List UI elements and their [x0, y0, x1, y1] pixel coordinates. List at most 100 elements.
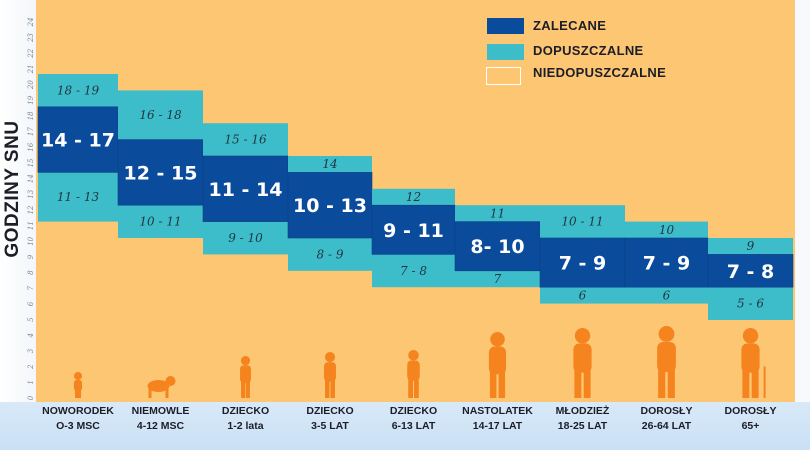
y-tick-label: 11: [27, 221, 35, 230]
recommended-bar: [539, 237, 626, 288]
walking-cane: [763, 366, 766, 398]
category-age: 3-5 LAT: [311, 420, 349, 432]
upper-range-label: 12: [406, 190, 421, 204]
y-tick-label: 6: [27, 301, 35, 306]
category-label: NIEMOWLE 4-12 MSC: [122, 404, 200, 434]
legend-swatch-acceptable: [487, 44, 524, 60]
person-silhouette-icon: [74, 372, 82, 398]
recommended-range-label: 8- 10: [470, 236, 524, 258]
recommended-range-label: 7 - 9: [643, 253, 691, 275]
recommended-bar: [117, 139, 204, 206]
category-label: MŁODZIEŻ 18-25 LAT: [544, 404, 622, 434]
right-margin: [795, 0, 810, 402]
y-tick-label: 5: [27, 317, 35, 322]
y-tick-label: 20: [27, 80, 35, 90]
category-label: NOWORODEK O-3 MSC: [39, 404, 117, 434]
person-silhouette-icon: [407, 350, 420, 398]
y-tick-label: 19: [27, 95, 35, 104]
y-tick-label: 1: [27, 380, 35, 384]
category-label: NASTOLATEK 14-17 LAT: [459, 404, 537, 434]
person-silhouette-icon: [488, 332, 507, 398]
recommended-bar: [371, 204, 456, 255]
acceptable-upper-bar: [455, 205, 540, 222]
y-tick-label: 23: [27, 33, 35, 43]
category-label: DZIECKO 1-2 lata: [207, 404, 285, 434]
y-tick-label: 21: [27, 64, 35, 74]
acceptable-upper-bar: [38, 74, 118, 107]
figure-leg: [667, 362, 675, 398]
category-age: 18-25 LAT: [557, 420, 608, 432]
person-silhouette-icon: [657, 326, 676, 398]
category-name: MŁODZIEŻ: [555, 405, 610, 417]
recommended-range-label: 10 - 13: [293, 195, 367, 217]
y-tick-label: 14: [27, 174, 35, 183]
legend-label-not-acceptable: NIEDOPUSZCZALNE: [533, 65, 667, 80]
lower-range-label: 11 - 13: [57, 190, 100, 204]
acceptable-upper-bar: [118, 90, 203, 140]
person-silhouette-icon: [240, 356, 251, 398]
figure-leg: [574, 363, 582, 398]
y-tick-label: 2: [27, 364, 35, 370]
category-label: DZIECKO 6-13 LAT: [375, 404, 453, 434]
y-tick-label: 16: [27, 142, 35, 151]
recommended-range-label: 7 - 9: [559, 253, 607, 275]
y-tick-label: 24: [27, 17, 35, 27]
upper-range-label: 16 - 18: [139, 108, 182, 122]
category-label: DZIECKO 3-5 LAT: [291, 404, 369, 434]
category-age: 26-64 LAT: [641, 420, 692, 432]
figure-leg: [751, 363, 759, 398]
y-tick-label: 9: [27, 254, 35, 259]
acceptable-lower-bar: [372, 254, 455, 288]
legend-swatch-not-acceptable: [486, 67, 521, 85]
upper-range-label: 10 - 11: [561, 215, 603, 229]
person-silhouette-icon: [324, 352, 336, 398]
lower-range-label: 7 - 8: [400, 264, 427, 278]
acceptable-upper-bar: [203, 123, 288, 156]
y-tick-label: 3: [27, 348, 35, 353]
acceptable-lower-bar: [625, 287, 708, 304]
recommended-bar: [37, 106, 119, 173]
figure-body: [147, 380, 170, 392]
figure-limb: [165, 388, 169, 398]
category-age: 6-13 LAT: [391, 420, 436, 432]
lower-range-label: 6: [663, 288, 671, 302]
y-tick-label: 4: [27, 333, 35, 338]
category-age: 1-2 lata: [227, 420, 264, 432]
legend-label-recommended: ZALECANE: [533, 18, 607, 33]
acceptable-lower-bar: [288, 238, 372, 271]
recommended-range-label: 14 - 17: [41, 130, 115, 152]
figure-leg: [77, 385, 81, 398]
acceptable-lower-bar: [38, 172, 118, 222]
y-tick-label: 10: [27, 236, 35, 245]
figure-head: [490, 332, 505, 347]
figure-head: [574, 328, 591, 344]
upper-range-label: 18 - 19: [57, 83, 100, 97]
category-age: O-3 MSC: [56, 420, 100, 432]
lower-range-label: 6: [579, 288, 587, 302]
axis-strip: [0, 0, 36, 402]
upper-range-label: 14: [322, 157, 337, 171]
upper-range-label: 11: [490, 206, 505, 220]
figure-head: [408, 350, 419, 361]
y-tick-label: 12: [27, 205, 35, 214]
person-silhouette-icon: [573, 328, 592, 398]
acceptable-upper-bar: [288, 156, 372, 173]
lower-range-label: 7: [494, 272, 502, 286]
category-label: DOROSŁY 65+: [712, 404, 790, 434]
recommended-range-label: 9 - 11: [383, 220, 444, 242]
figure-leg: [583, 363, 591, 398]
legend-swatch-recommended: [487, 18, 524, 34]
y-tick-label: 15: [27, 158, 35, 167]
category-name: NASTOLATEK: [462, 405, 533, 417]
figure-head: [324, 352, 336, 363]
y-tick-label: 22: [27, 48, 35, 58]
upper-range-label: 15 - 16: [224, 133, 267, 147]
figure-head: [658, 326, 675, 342]
figure-head: [165, 376, 176, 386]
y-tick-label: 0: [27, 395, 35, 400]
acceptable-upper-bar: [540, 205, 625, 238]
y-tick-label: 8: [27, 270, 35, 275]
figure-leg: [408, 374, 414, 398]
category-name: DOROSŁY: [724, 405, 777, 417]
